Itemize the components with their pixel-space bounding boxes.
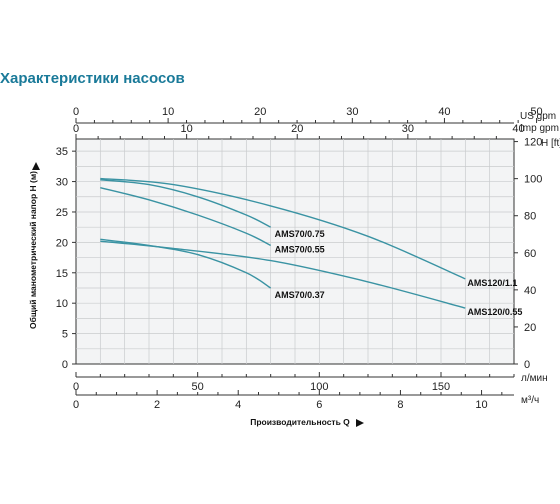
usgpm-tick-label: 0 xyxy=(73,106,79,118)
curve-ams120-1-1 xyxy=(100,177,466,280)
curve-ams120-0-55 xyxy=(100,240,466,309)
y-tick-label: 20 xyxy=(56,237,68,249)
m3h-tick-label: 4 xyxy=(235,399,241,411)
y-axis-title: Общий манометрический напор H (м) xyxy=(28,171,38,329)
curve-label: AMS70/0.37 xyxy=(275,290,325,300)
curve-ams70-0-75 xyxy=(100,179,271,228)
ft-tick-label: 20 xyxy=(524,322,536,334)
y-tick-label: 15 xyxy=(56,268,68,280)
impgpm-tick-label: 0 xyxy=(73,123,79,135)
usgpm-tick-label: 40 xyxy=(438,106,450,118)
curve-ams70-0-37 xyxy=(100,238,272,289)
lpm-tick-label: 0 xyxy=(73,381,79,393)
y-tick-label: 10 xyxy=(56,298,68,310)
lpm-tick-label: 150 xyxy=(432,381,450,393)
lpm-tick-label: 100 xyxy=(310,381,328,393)
curve-label: AMS70/0.55 xyxy=(275,244,325,254)
y-tick-label: 35 xyxy=(56,146,68,158)
y-tick-label: 0 xyxy=(62,359,68,371)
usgpm-tick-label: 50 xyxy=(530,106,542,118)
m3h-tick-label: 10 xyxy=(475,399,487,411)
usgpm-axis-unit: US gpm xyxy=(520,111,556,122)
impgpm-tick-label: 10 xyxy=(180,123,192,135)
lpm-axis-unit: л/мин xyxy=(521,373,548,384)
ft-tick-label: 40 xyxy=(524,285,536,297)
curve-label: AMS120/1.1 xyxy=(467,278,517,288)
ft-tick-label: 60 xyxy=(524,248,536,260)
x-axis-title: Производительность Q xyxy=(250,417,350,427)
impgpm-axis-unit: Imp gpm xyxy=(520,123,559,134)
ft-tick-label: 120 xyxy=(524,137,542,149)
usgpm-tick-label: 10 xyxy=(162,106,174,118)
ft-tick-label: 80 xyxy=(524,211,536,223)
y-tick-label: 30 xyxy=(56,177,68,189)
impgpm-tick-label: 20 xyxy=(291,123,303,135)
m3h-tick-label: 0 xyxy=(73,399,79,411)
m3h-tick-label: 8 xyxy=(397,399,403,411)
ft-tick-label: 0 xyxy=(524,359,530,371)
impgpm-tick-label: 30 xyxy=(402,123,414,135)
y-tick-label: 25 xyxy=(56,207,68,219)
curve-label: AMS120/0.55 xyxy=(467,307,522,317)
usgpm-tick-label: 30 xyxy=(346,106,358,118)
m3h-tick-label: 6 xyxy=(316,399,322,411)
curve-label: AMS70/0.75 xyxy=(275,229,325,239)
m3h-axis-unit: м³/ч xyxy=(521,395,539,406)
y-axis-arrow-icon xyxy=(32,162,40,170)
lpm-tick-label: 50 xyxy=(192,381,204,393)
chart-title: Характеристики насосов xyxy=(0,70,185,87)
ft-tick-label: 100 xyxy=(524,174,542,186)
y-tick-label: 5 xyxy=(62,329,68,341)
impgpm-tick-label: 40 xyxy=(512,123,524,135)
ft-axis-unit: H [ft] xyxy=(541,138,560,149)
m3h-tick-label: 2 xyxy=(154,399,160,411)
curve-ams70-0-55 xyxy=(100,186,271,247)
x-axis-arrow-icon xyxy=(356,419,364,427)
usgpm-tick-label: 20 xyxy=(254,106,266,118)
